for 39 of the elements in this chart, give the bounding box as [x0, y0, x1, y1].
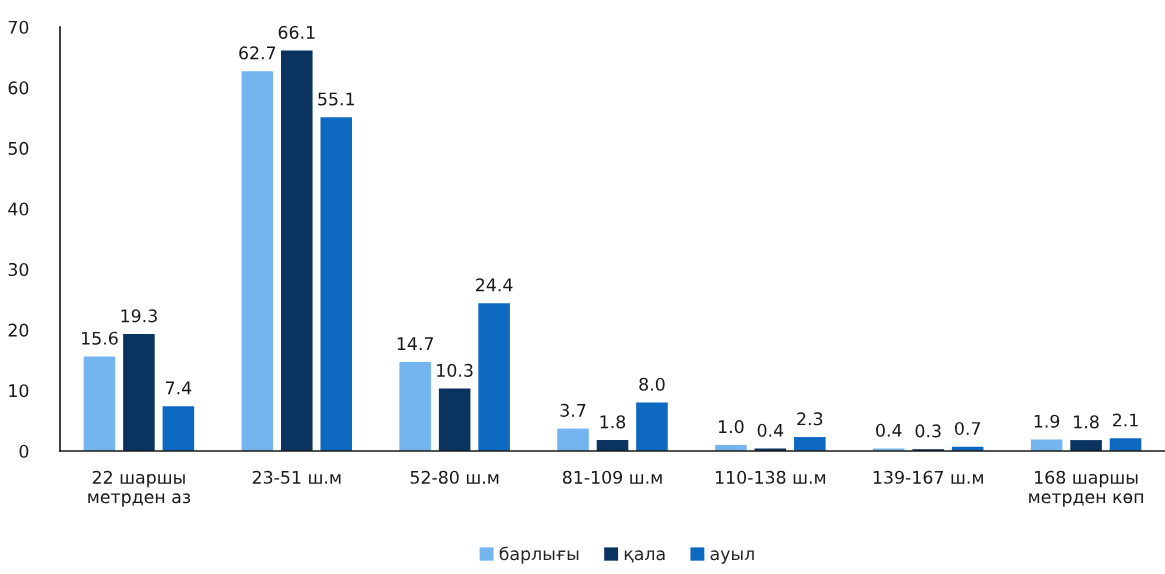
legend-label: ауыл: [710, 550, 754, 564]
data-label: 0.4: [876, 423, 902, 437]
data-label: 10.3: [437, 363, 473, 377]
data-label: 19.3: [121, 309, 157, 323]
data-label: 2.3: [797, 412, 823, 426]
data-label: 0.3: [915, 424, 941, 438]
y-tick-label: 10: [9, 384, 29, 398]
data-label: 55.1: [318, 92, 354, 106]
y-tick-label: 60: [8, 81, 29, 95]
data-label: 62.7: [239, 46, 276, 60]
data-label: 66.1: [278, 25, 315, 39]
x-tick-label: 81-109 ш.м: [562, 470, 662, 484]
data-label: 14.7: [397, 337, 434, 351]
data-label: 3.7: [560, 403, 586, 417]
data-label: 8.0: [639, 377, 665, 391]
x-tick-label: 52-80 ш.м: [410, 470, 499, 484]
data-label: 24.4: [476, 278, 513, 292]
y-tick-label: 20: [8, 323, 29, 337]
x-tick-label: 168 шаршы метрден көп: [1029, 470, 1143, 507]
data-label: 2.1: [1113, 413, 1138, 427]
data-label: 7.4: [166, 381, 192, 395]
x-tick-label: 139-167 ш.м: [873, 470, 983, 484]
x-tick-label: 23-51 ш.м: [252, 470, 341, 484]
x-tick-label: 110-138 ш.м: [715, 470, 826, 484]
y-tick-label: 40: [8, 202, 29, 216]
data-label: 1.0: [718, 420, 744, 434]
y-tick-label: 50: [8, 141, 29, 155]
x-tick-label: 22 шаршы метрден аз: [88, 470, 191, 507]
y-tick-label: 30: [8, 262, 29, 277]
data-label: 1.9: [1034, 414, 1060, 428]
legend-label: барлығы: [499, 546, 579, 564]
y-tick-label: 0: [19, 444, 29, 458]
data-label: 1.8: [600, 415, 626, 429]
data-label: 1.8: [1074, 415, 1099, 429]
y-tick-label: 70: [8, 20, 29, 34]
legend-label: қала: [624, 550, 665, 563]
data-label: 15.6: [82, 331, 118, 345]
data-label: 0.4: [757, 423, 784, 437]
data-label: 0.7: [955, 421, 980, 436]
